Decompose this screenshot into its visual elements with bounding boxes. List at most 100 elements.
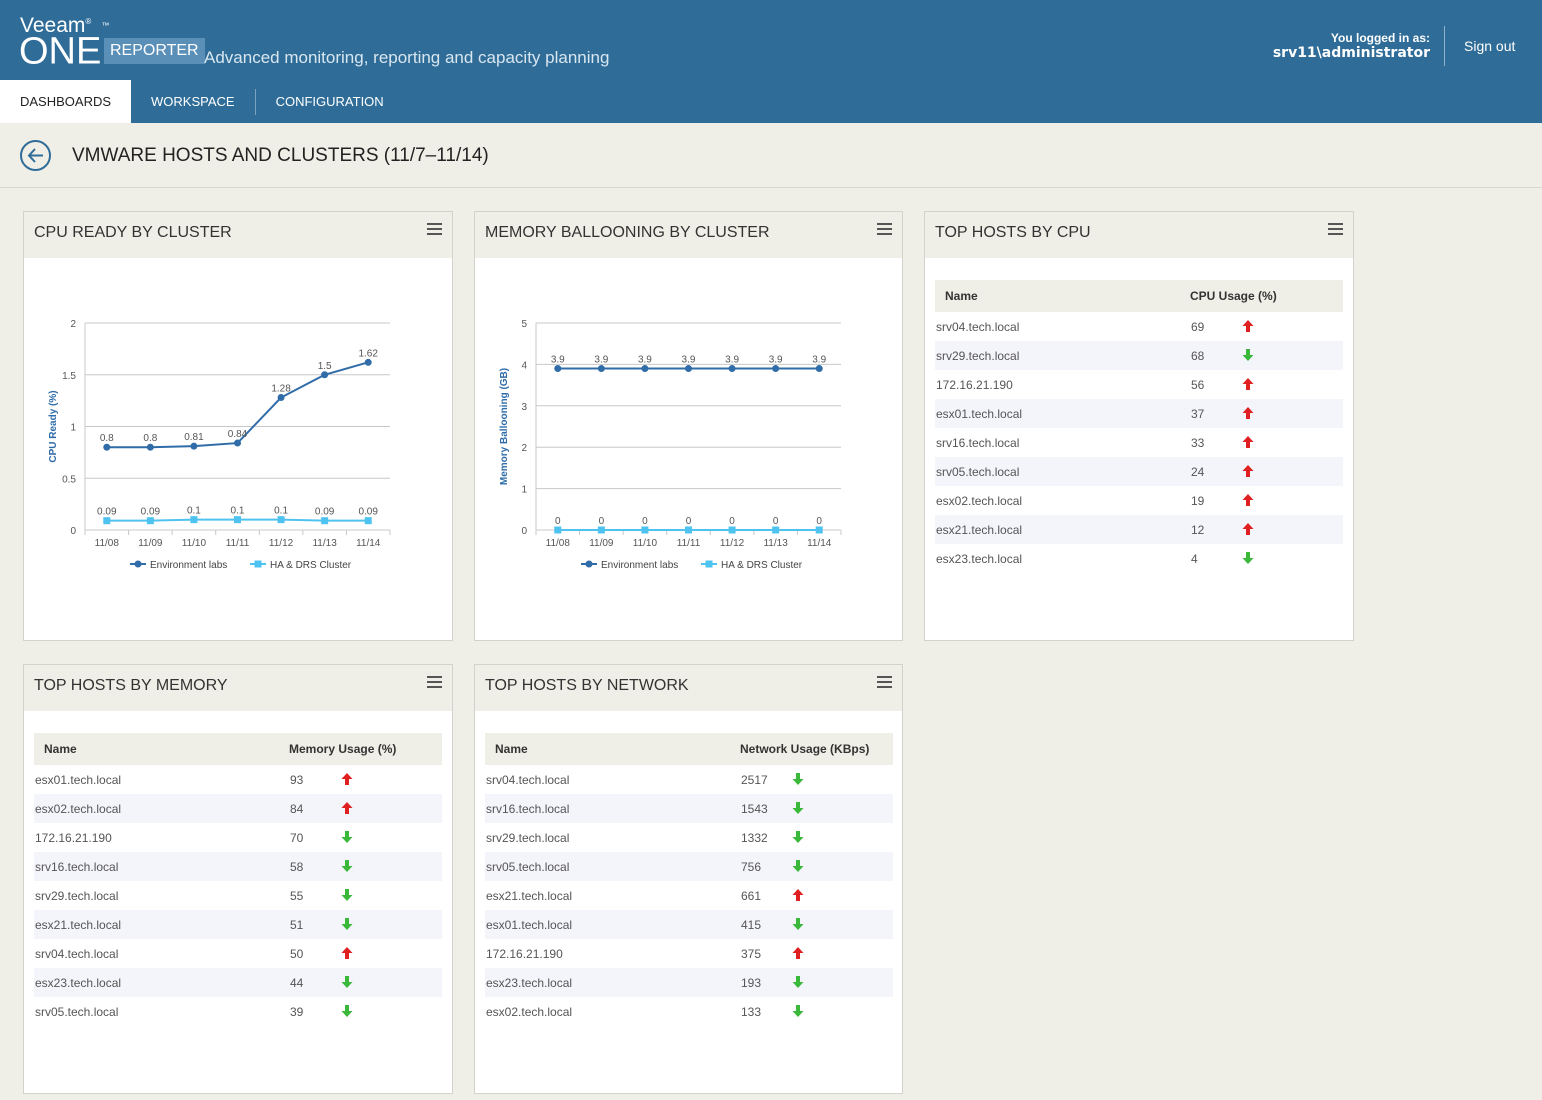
x-tick-label: 11/12 — [720, 538, 745, 549]
data-point — [772, 526, 780, 534]
data-point — [190, 442, 198, 450]
host-name: esx23.tech.local — [35, 976, 122, 990]
host-name: srv05.tech.local — [35, 1005, 119, 1019]
arrow-up-icon — [1242, 523, 1254, 535]
memory-ballooning-chart: 0 1 2 3 4 5 11/08 11/09 11/10 11/11 11/12 11/13 11/1… — [499, 319, 842, 571]
data-label: 0.1 — [187, 506, 201, 517]
data-label: 3.9 — [769, 355, 783, 366]
usage-value: 68 — [1191, 349, 1205, 363]
data-label: 0 — [816, 516, 822, 527]
legend-marker — [585, 560, 593, 568]
x-tick-label: 11/09 — [138, 538, 163, 549]
arrow-up-icon — [1242, 378, 1254, 390]
usage-value: 39 — [290, 1005, 304, 1019]
column-header-value: Memory Usage (%) — [289, 742, 397, 756]
data-point — [277, 394, 285, 402]
data-point — [685, 526, 692, 534]
arrow-down-icon — [792, 1005, 804, 1017]
usage-value: 2517 — [741, 773, 768, 787]
y-tick-label: 2 — [70, 319, 76, 330]
host-name: esx23.tech.local — [936, 552, 1023, 566]
data-label: 0 — [555, 516, 561, 527]
arrow-up-icon — [1242, 494, 1254, 506]
y-tick-label: 0.5 — [62, 474, 76, 485]
tab-configuration[interactable]: CONFIGURATION — [275, 94, 384, 109]
arrow-up-icon — [341, 773, 353, 785]
data-label: 0 — [729, 516, 735, 527]
back-button[interactable] — [20, 140, 51, 171]
usage-value: 70 — [290, 831, 304, 845]
table-row: srv04.tech.local 69 — [935, 312, 1343, 341]
host-name: srv04.tech.local — [486, 773, 570, 787]
nav-separator — [254, 89, 256, 115]
hamburger-menu-icon[interactable] — [877, 676, 892, 689]
host-name: esx21.tech.local — [35, 918, 122, 932]
table-row: esx21.tech.local 12 — [935, 515, 1343, 544]
usage-value: 415 — [741, 918, 762, 932]
y-tick-label: 3 — [521, 402, 527, 413]
usage-value: 55 — [290, 889, 304, 903]
table-row: esx21.tech.local 661 — [485, 881, 893, 910]
usage-value: 44 — [290, 976, 304, 990]
data-label: 0 — [686, 516, 692, 527]
data-label: 3.9 — [638, 355, 652, 366]
host-name: 172.16.21.190 — [936, 378, 1013, 392]
y-tick-label: 1 — [521, 485, 527, 496]
data-label: 3.9 — [682, 355, 696, 366]
arrow-down-icon — [341, 918, 353, 930]
data-point — [815, 365, 823, 373]
tab-dashboards[interactable]: DASHBOARDS — [0, 80, 132, 123]
data-point — [597, 365, 605, 373]
arrow-down-icon — [341, 976, 353, 988]
usage-value: 33 — [1191, 436, 1205, 450]
app-header: Veeam® ONE™ REPORTER Advanced monitoring… — [0, 0, 1542, 123]
data-point — [103, 443, 111, 451]
data-label: 0.8 — [143, 433, 157, 444]
y-axis-label: CPU Ready (%) — [48, 390, 59, 462]
table-row: srv05.tech.local 756 — [485, 852, 893, 881]
host-name: srv16.tech.local — [486, 802, 570, 816]
hamburger-menu-icon[interactable] — [877, 223, 892, 236]
arrow-up-icon — [341, 947, 353, 959]
legend-marker — [705, 560, 713, 568]
y-tick-label: 1.5 — [62, 371, 76, 382]
table-header: Name Network Usage (KBps) — [485, 733, 893, 765]
table-row: esx21.tech.local 51 — [34, 910, 442, 939]
data-label: 3.9 — [725, 355, 739, 366]
arrow-down-icon — [341, 1005, 353, 1017]
table-body: esx01.tech.local 93 esx02.tech.local 84 172.… — [34, 765, 442, 1026]
widget-top-hosts-network: TOP HOSTS BY NETWORK Name Network Usage … — [474, 664, 903, 1094]
hamburger-menu-icon[interactable] — [427, 676, 442, 689]
table-row: srv04.tech.local 50 — [34, 939, 442, 968]
hamburger-menu-icon[interactable] — [427, 223, 442, 236]
table-row: esx01.tech.local 415 — [485, 910, 893, 939]
table-row: srv05.tech.local 24 — [935, 457, 1343, 486]
data-label: 0.8 — [100, 433, 114, 444]
hamburger-menu-icon[interactable] — [1328, 223, 1343, 236]
legend-label: Environment labs — [150, 560, 227, 571]
sign-out-link[interactable]: Sign out — [1464, 38, 1516, 54]
table-row: srv16.tech.local 1543 — [485, 794, 893, 823]
data-point — [641, 365, 649, 373]
data-label: 3.9 — [551, 355, 565, 366]
table-row: esx23.tech.local 44 — [34, 968, 442, 997]
arrow-down-icon — [1242, 349, 1254, 361]
tab-workspace[interactable]: WORKSPACE — [151, 94, 235, 109]
widget-title: TOP HOSTS BY NETWORK — [485, 677, 689, 694]
data-point — [554, 365, 562, 373]
x-tick-label: 11/14 — [807, 538, 832, 549]
table-row: srv29.tech.local 55 — [34, 881, 442, 910]
data-label: 0.1 — [231, 506, 245, 517]
host-name: esx21.tech.local — [936, 523, 1023, 537]
x-tick-label: 11/09 — [589, 538, 614, 549]
usage-value: 661 — [741, 889, 762, 903]
widget-title: MEMORY BALLOONING BY CLUSTER — [485, 224, 770, 241]
logo-one-text: ONE™ — [19, 21, 110, 73]
legend-label: Environment labs — [601, 560, 678, 571]
host-name: esx01.tech.local — [936, 407, 1023, 421]
host-name: srv05.tech.local — [936, 465, 1020, 479]
data-point — [146, 517, 154, 525]
x-tick-label: 11/11 — [677, 538, 701, 549]
header-divider — [1444, 26, 1445, 66]
host-name: srv04.tech.local — [936, 320, 1020, 334]
